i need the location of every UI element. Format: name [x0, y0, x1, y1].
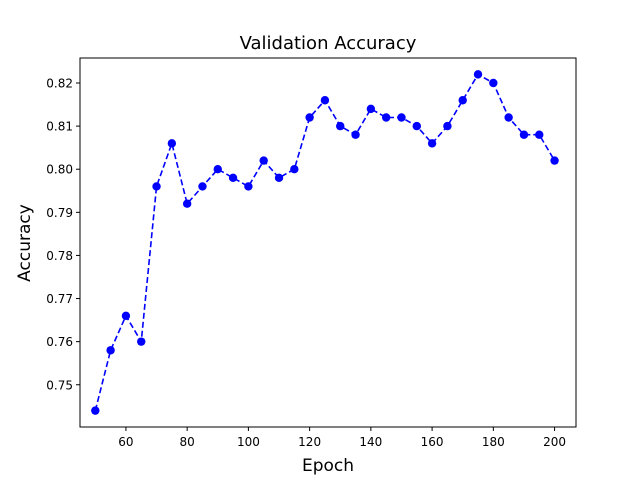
data-point [366, 104, 376, 114]
data-point [412, 121, 421, 131]
data-point [489, 78, 498, 88]
data-point [336, 121, 345, 131]
data-point [519, 130, 529, 139]
data-point [473, 70, 483, 79]
data-point [504, 113, 513, 122]
y-tick-label: 0.81 [46, 120, 73, 134]
x-tick-label: 160 [421, 435, 444, 449]
data-point [228, 173, 238, 183]
y-tick-label: 0.78 [46, 249, 73, 263]
x-tick-label: 140 [359, 435, 382, 449]
x-tick-label: 60 [118, 435, 133, 449]
data-point [427, 139, 437, 148]
x-tick-label: 80 [180, 435, 195, 449]
data-point [443, 121, 452, 131]
data-point [106, 346, 115, 355]
y-tick-label: 0.79 [46, 206, 73, 220]
plot-frame [79, 57, 577, 428]
data-point [213, 165, 222, 174]
data-point [137, 337, 146, 346]
data-point [152, 182, 161, 191]
x-tick-label: 180 [482, 435, 505, 449]
y-tick-label: 0.82 [46, 77, 73, 91]
data-point [320, 96, 330, 105]
x-tick-label: 200 [543, 435, 566, 449]
y-tick-label: 0.75 [46, 378, 73, 392]
data-point [381, 113, 391, 122]
data-point [351, 130, 360, 139]
y-axis-label: Accuracy [15, 204, 35, 282]
x-axis-label: Epoch [302, 456, 354, 476]
data-point [274, 173, 284, 183]
axes: 60 80 100 120 140 160 180 200 0.75 0.76 0.77 0.78 0.… [46, 57, 577, 449]
data-point [305, 113, 314, 122]
series-layer [91, 70, 559, 415]
y-tick-label: 0.77 [46, 292, 73, 306]
x-tick-label: 100 [237, 435, 260, 449]
data-point [121, 311, 131, 320]
data-point [290, 165, 299, 174]
data-point [550, 156, 559, 165]
data-point [397, 113, 406, 122]
data-point [458, 96, 467, 105]
data-point [91, 406, 100, 415]
data-point [198, 182, 207, 191]
series-line [94, 73, 556, 411]
data-point [182, 199, 192, 208]
data-point [167, 139, 177, 148]
x-tick-label: 120 [298, 435, 321, 449]
data-point [259, 156, 268, 165]
chart-title: Validation Accuracy [240, 33, 417, 54]
y-tick-label: 0.76 [46, 335, 73, 349]
y-tick-label: 0.80 [46, 163, 73, 177]
data-point [244, 182, 253, 191]
data-point [535, 130, 544, 139]
